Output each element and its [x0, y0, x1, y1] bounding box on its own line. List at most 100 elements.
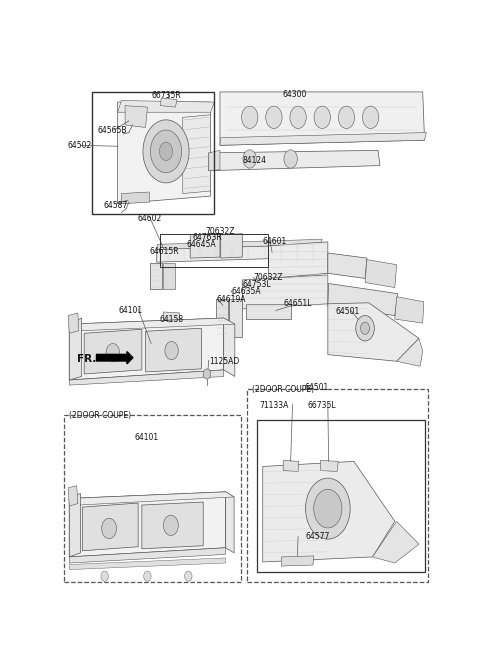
- Polygon shape: [163, 263, 175, 288]
- Circle shape: [305, 478, 350, 539]
- Polygon shape: [229, 299, 241, 337]
- FancyArrow shape: [96, 352, 133, 364]
- Circle shape: [150, 130, 181, 173]
- Polygon shape: [281, 556, 314, 566]
- Polygon shape: [220, 92, 424, 145]
- Text: 64753L: 64753L: [242, 279, 271, 288]
- Polygon shape: [69, 492, 234, 505]
- Text: 64651L: 64651L: [283, 300, 312, 308]
- Polygon shape: [226, 492, 234, 553]
- Circle shape: [143, 120, 189, 183]
- Polygon shape: [183, 115, 211, 193]
- Text: (2DOOR COUPE): (2DOOR COUPE): [69, 411, 132, 420]
- Text: 64101: 64101: [134, 433, 158, 442]
- Circle shape: [314, 489, 342, 528]
- Polygon shape: [160, 98, 177, 107]
- Polygon shape: [118, 100, 215, 112]
- Polygon shape: [220, 133, 426, 145]
- Polygon shape: [365, 259, 396, 288]
- Circle shape: [101, 571, 108, 581]
- Circle shape: [360, 322, 370, 335]
- Polygon shape: [328, 253, 367, 279]
- Circle shape: [159, 142, 173, 160]
- Polygon shape: [69, 370, 224, 385]
- Text: 71133A: 71133A: [259, 401, 288, 410]
- Bar: [257, 420, 424, 572]
- Circle shape: [266, 106, 282, 129]
- Text: 70632Z: 70632Z: [205, 227, 235, 236]
- Circle shape: [362, 106, 379, 129]
- Circle shape: [314, 106, 330, 129]
- Polygon shape: [328, 303, 419, 361]
- Circle shape: [356, 315, 374, 341]
- Polygon shape: [142, 502, 203, 548]
- Text: 64602: 64602: [137, 214, 161, 223]
- Circle shape: [284, 150, 297, 168]
- Polygon shape: [246, 304, 290, 319]
- Polygon shape: [69, 318, 235, 331]
- Polygon shape: [69, 492, 226, 557]
- Polygon shape: [69, 494, 81, 557]
- Text: FR.: FR.: [77, 354, 97, 364]
- Polygon shape: [221, 234, 242, 258]
- Circle shape: [241, 106, 258, 129]
- Text: 64587: 64587: [104, 201, 128, 210]
- Bar: [92, 92, 215, 214]
- Text: 64158: 64158: [160, 315, 184, 324]
- Polygon shape: [69, 548, 226, 563]
- Text: 64635A: 64635A: [231, 286, 261, 296]
- Polygon shape: [209, 150, 220, 171]
- Circle shape: [338, 106, 355, 129]
- Text: 1125AD: 1125AD: [209, 357, 239, 366]
- Text: 64300: 64300: [282, 90, 307, 99]
- Text: 64501: 64501: [335, 308, 360, 316]
- Polygon shape: [125, 106, 147, 127]
- Circle shape: [165, 341, 178, 360]
- Circle shape: [185, 571, 192, 581]
- Polygon shape: [395, 297, 424, 323]
- Polygon shape: [328, 284, 398, 315]
- Polygon shape: [69, 318, 224, 380]
- Polygon shape: [84, 329, 142, 374]
- Polygon shape: [372, 521, 419, 563]
- Text: 64501: 64501: [304, 383, 329, 392]
- Text: (2DOOR COUPE): (2DOOR COUPE): [252, 385, 314, 394]
- Polygon shape: [263, 461, 395, 562]
- Text: 64502: 64502: [67, 141, 92, 150]
- Text: 64101: 64101: [119, 306, 143, 315]
- Polygon shape: [209, 150, 380, 171]
- Circle shape: [163, 515, 178, 535]
- Circle shape: [203, 369, 211, 379]
- Polygon shape: [150, 263, 162, 288]
- Bar: [64, 414, 241, 582]
- Polygon shape: [145, 328, 202, 372]
- Polygon shape: [156, 240, 322, 249]
- Text: 64615R: 64615R: [149, 248, 179, 257]
- Polygon shape: [83, 503, 138, 551]
- Polygon shape: [268, 242, 328, 279]
- Polygon shape: [118, 102, 211, 204]
- Circle shape: [290, 106, 306, 129]
- Text: 64565B: 64565B: [97, 125, 127, 135]
- Polygon shape: [69, 558, 226, 570]
- Polygon shape: [242, 275, 328, 309]
- Polygon shape: [156, 244, 321, 262]
- Polygon shape: [190, 234, 220, 258]
- Text: 66735L: 66735L: [307, 401, 336, 410]
- Circle shape: [106, 343, 120, 362]
- Polygon shape: [68, 313, 79, 333]
- Circle shape: [102, 518, 117, 539]
- Circle shape: [243, 150, 256, 168]
- Polygon shape: [321, 461, 338, 471]
- Text: 70632Z: 70632Z: [253, 273, 283, 282]
- Text: 64601: 64601: [263, 238, 287, 246]
- Text: 84124: 84124: [242, 156, 266, 165]
- Text: 64763R: 64763R: [192, 233, 222, 242]
- Polygon shape: [283, 461, 299, 471]
- Polygon shape: [163, 312, 180, 328]
- Text: 64645A: 64645A: [186, 240, 216, 249]
- Text: 64619A: 64619A: [217, 295, 247, 304]
- Bar: [160, 234, 268, 267]
- Polygon shape: [396, 339, 423, 366]
- Polygon shape: [69, 318, 82, 380]
